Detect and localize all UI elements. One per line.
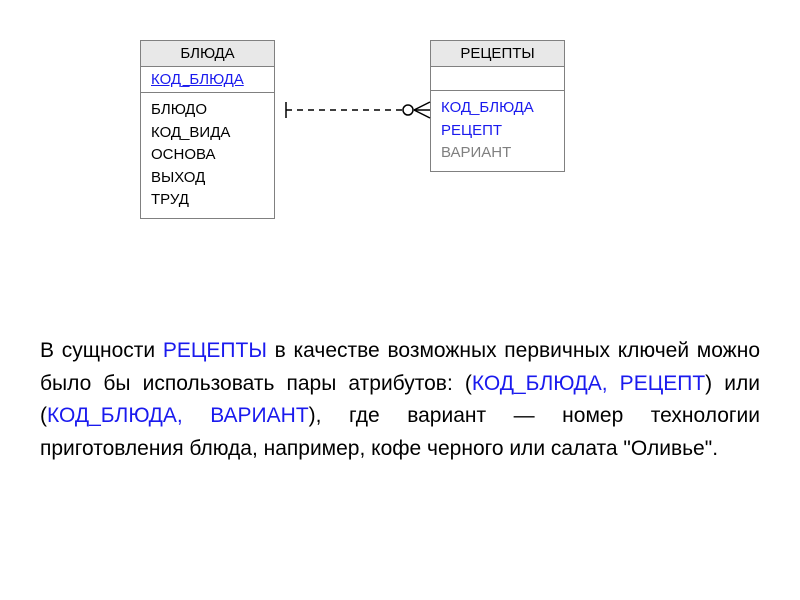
desc-keyword: РЕЦЕПТЫ — [163, 339, 267, 362]
entity-dishes-title: БЛЮДА — [141, 41, 274, 67]
relationship-line — [0, 0, 800, 280]
description-paragraph: В сущности РЕЦЕПТЫ в качестве возможных … — [40, 335, 760, 465]
entity-dishes-pk: КОД_БЛЮДА — [141, 67, 274, 93]
entity-recipes: РЕЦЕПТЫ КОД_БЛЮДА РЕЦЕПТ ВАРИАНТ — [430, 40, 565, 172]
attr: КОД_ВИДА — [151, 122, 264, 145]
desc-keyword: КОД_БЛЮДА, ВАРИАНТ — [47, 404, 309, 427]
attr: КОД_БЛЮДА — [441, 97, 554, 120]
attr: ТРУД — [151, 189, 264, 212]
attr: ВЫХОД — [151, 167, 264, 190]
entity-dishes-attrs: БЛЮДО КОД_ВИДА ОСНОВА ВЫХОД ТРУД — [141, 93, 274, 218]
attr: ОСНОВА — [151, 144, 264, 167]
entity-dishes: БЛЮДА КОД_БЛЮДА БЛЮДО КОД_ВИДА ОСНОВА ВЫ… — [140, 40, 275, 219]
desc-text: В сущности — [40, 339, 163, 362]
attr: БЛЮДО — [151, 99, 264, 122]
er-diagram: БЛЮДА КОД_БЛЮДА БЛЮДО КОД_ВИДА ОСНОВА ВЫ… — [0, 0, 800, 280]
entity-recipes-pk-empty — [431, 67, 564, 91]
attr: РЕЦЕПТ — [441, 120, 554, 143]
attr: ВАРИАНТ — [441, 142, 554, 165]
entity-recipes-title: РЕЦЕПТЫ — [431, 41, 564, 67]
desc-keyword: КОД_БЛЮДА, РЕЦЕПТ — [472, 372, 705, 395]
entity-recipes-attrs: КОД_БЛЮДА РЕЦЕПТ ВАРИАНТ — [431, 91, 564, 171]
